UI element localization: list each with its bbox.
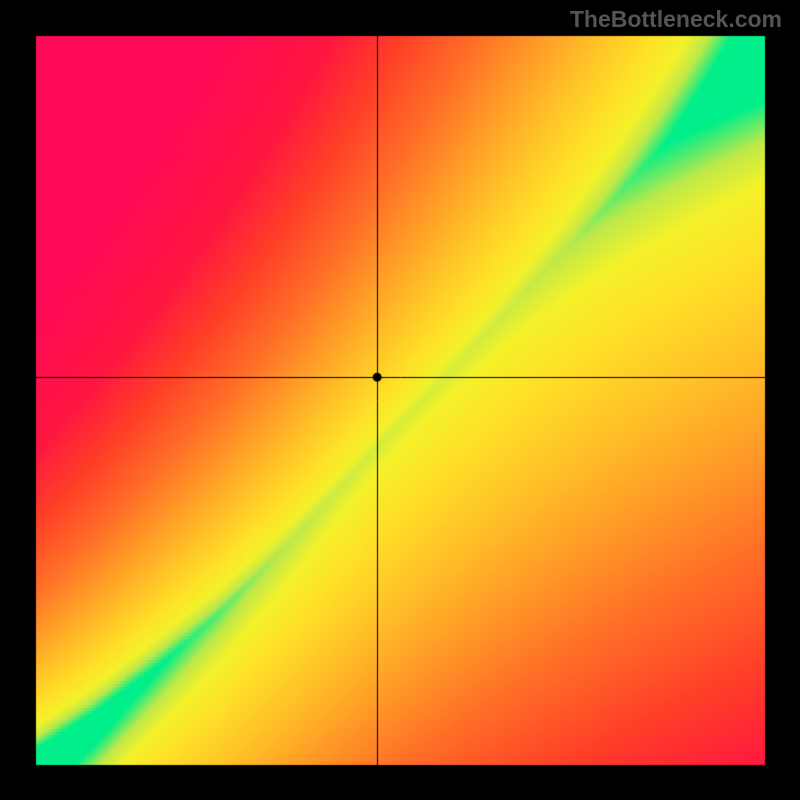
chart-container: TheBottleneck.com: [0, 0, 800, 800]
watermark-text: TheBottleneck.com: [570, 6, 782, 33]
bottleneck-heatmap: [0, 0, 800, 800]
